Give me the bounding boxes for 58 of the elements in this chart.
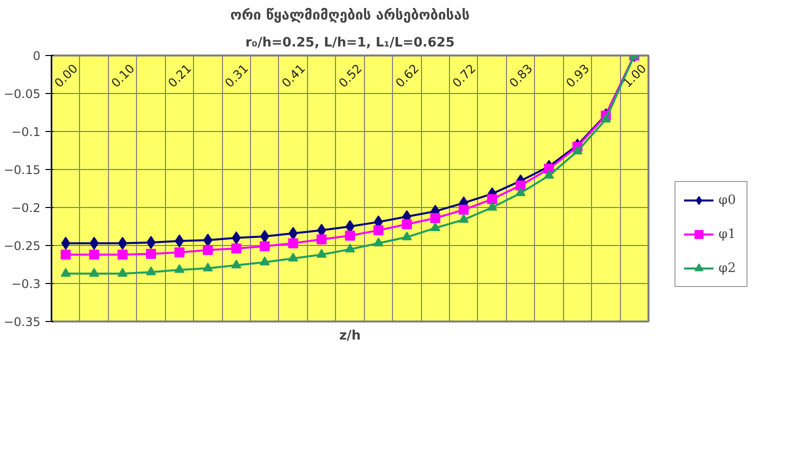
point [402, 219, 412, 230]
point [288, 252, 298, 262]
legend-label: φ2 [718, 260, 737, 276]
y-tick-label: −0.35 [4, 315, 41, 329]
point [203, 234, 212, 247]
point [202, 245, 213, 256]
point [487, 194, 498, 204]
point [146, 266, 156, 276]
point [89, 268, 100, 277]
point [118, 236, 128, 250]
point [402, 231, 412, 240]
point [458, 204, 469, 215]
point [260, 230, 270, 243]
legend-label: φ0 [718, 192, 737, 208]
y-tick-label: −0.3 [11, 277, 40, 291]
y-tick-label: −0.1 [11, 125, 40, 139]
point [288, 238, 298, 248]
point [61, 236, 70, 250]
point [232, 231, 241, 244]
point [231, 260, 242, 268]
y-tick-label: −0.2 [11, 201, 40, 215]
point [373, 225, 384, 236]
point [572, 146, 582, 154]
point [430, 213, 440, 224]
point [174, 264, 184, 273]
point [316, 248, 327, 258]
point [260, 256, 270, 266]
point [345, 244, 355, 252]
point [487, 202, 498, 211]
point [544, 170, 554, 179]
point [118, 250, 128, 260]
point [231, 244, 242, 254]
point [260, 241, 270, 252]
point [60, 250, 71, 260]
y-tick-label: −0.05 [4, 87, 41, 101]
y-tick-label: −0.25 [4, 239, 41, 253]
point [174, 234, 184, 248]
point [316, 234, 327, 244]
point [60, 268, 71, 277]
point [288, 226, 298, 240]
point [373, 238, 384, 246]
point [146, 248, 156, 259]
point [174, 247, 184, 258]
point [458, 214, 469, 223]
y-tick-label: −0.15 [4, 163, 41, 177]
y-tick-label: 0 [32, 49, 41, 63]
x-axis-title: z/h [339, 328, 361, 344]
point [516, 187, 526, 196]
point [89, 250, 100, 260]
point [118, 268, 128, 277]
point [516, 180, 526, 190]
point [430, 222, 440, 232]
legend-label: φ1 [718, 226, 737, 242]
point [345, 230, 355, 241]
chart-subtitle: r₀/h=0.25, L/h=1, L₁/L=0.625 [245, 36, 455, 50]
chart-title: ორი წყალმიმღების არსებობისას [230, 8, 470, 24]
point [90, 236, 99, 250]
point [202, 262, 213, 272]
